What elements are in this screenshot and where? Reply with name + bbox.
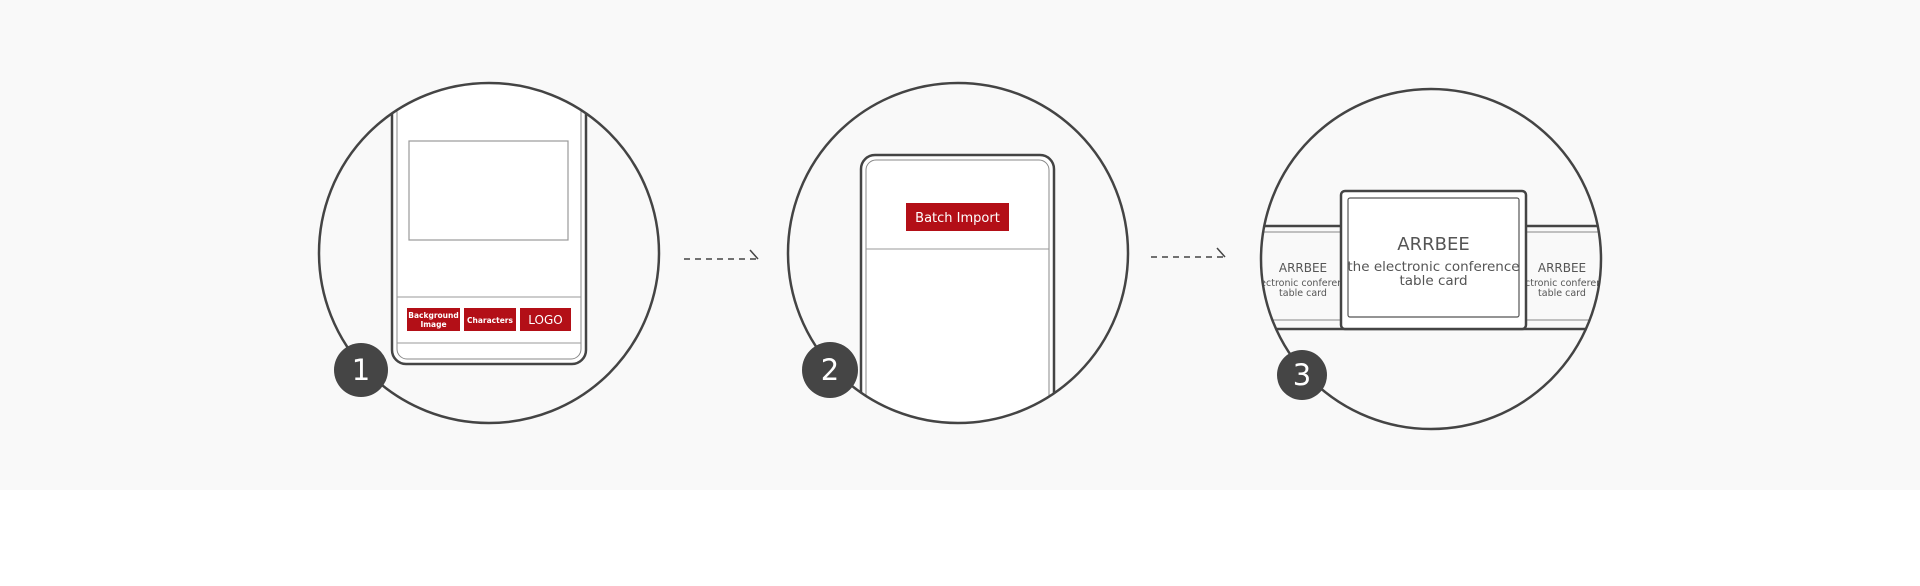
step-3: ARRBEE electronic conference table card … [1252, 87, 1614, 431]
step-3-number: 3 [1293, 358, 1311, 392]
side-card-left-line1: electronic conference [1252, 278, 1355, 289]
step-1-number: 1 [352, 353, 370, 387]
main-card-line1: the electronic conference [1347, 259, 1519, 275]
background-image-label-line2: Image [420, 320, 446, 329]
step-1-circle [317, 81, 661, 425]
step-2-number: 2 [821, 353, 839, 387]
main-table-card: ARRBEE the electronic conference table c… [1339, 189, 1528, 331]
main-card-brand: ARRBEE [1397, 234, 1469, 255]
step-2-circle [786, 81, 1130, 425]
step-3-badge: 3 [1277, 350, 1327, 400]
logo-button[interactable]: LOGO [520, 308, 571, 331]
arrow-1-to-2 [684, 249, 759, 260]
side-card-right-brand: ARRBEE [1538, 261, 1586, 275]
step-2: Batch Import 2 [786, 81, 1130, 425]
background-image-label-line1: Background [408, 311, 458, 320]
side-card-left-brand: ARRBEE [1279, 261, 1327, 275]
side-card-left: ARRBEE electronic conference table card [1252, 261, 1355, 299]
characters-label: Characters [467, 316, 513, 325]
step-3-circle [1259, 87, 1603, 431]
step-2-badge: 2 [802, 342, 858, 398]
phone-device: Background Image Characters LOGO [390, 83, 588, 366]
batch-import-button[interactable]: Batch Import [906, 203, 1009, 231]
conference-table-cards: ARRBEE electronic conference table card … [1252, 189, 1614, 331]
characters-button[interactable]: Characters [464, 308, 516, 331]
phone-device: Batch Import [859, 153, 1056, 423]
side-card-left-line2: table card [1279, 288, 1327, 299]
background-image-button[interactable]: Background Image [407, 308, 460, 331]
side-card-right-line1: electronic conference [1511, 278, 1614, 289]
batch-import-label: Batch Import [915, 211, 1000, 226]
side-card-right: ARRBEE electronic conference table card [1511, 261, 1614, 299]
side-card-right-line2: table card [1538, 288, 1586, 299]
arrow-2-to-3 [1151, 247, 1226, 258]
step-1-badge: 1 [334, 343, 388, 397]
logo-label: LOGO [528, 313, 562, 327]
step-1: Background Image Characters LOGO 1 [317, 81, 661, 425]
image-preview-area [408, 140, 569, 241]
main-card-line2: table card [1399, 273, 1467, 289]
